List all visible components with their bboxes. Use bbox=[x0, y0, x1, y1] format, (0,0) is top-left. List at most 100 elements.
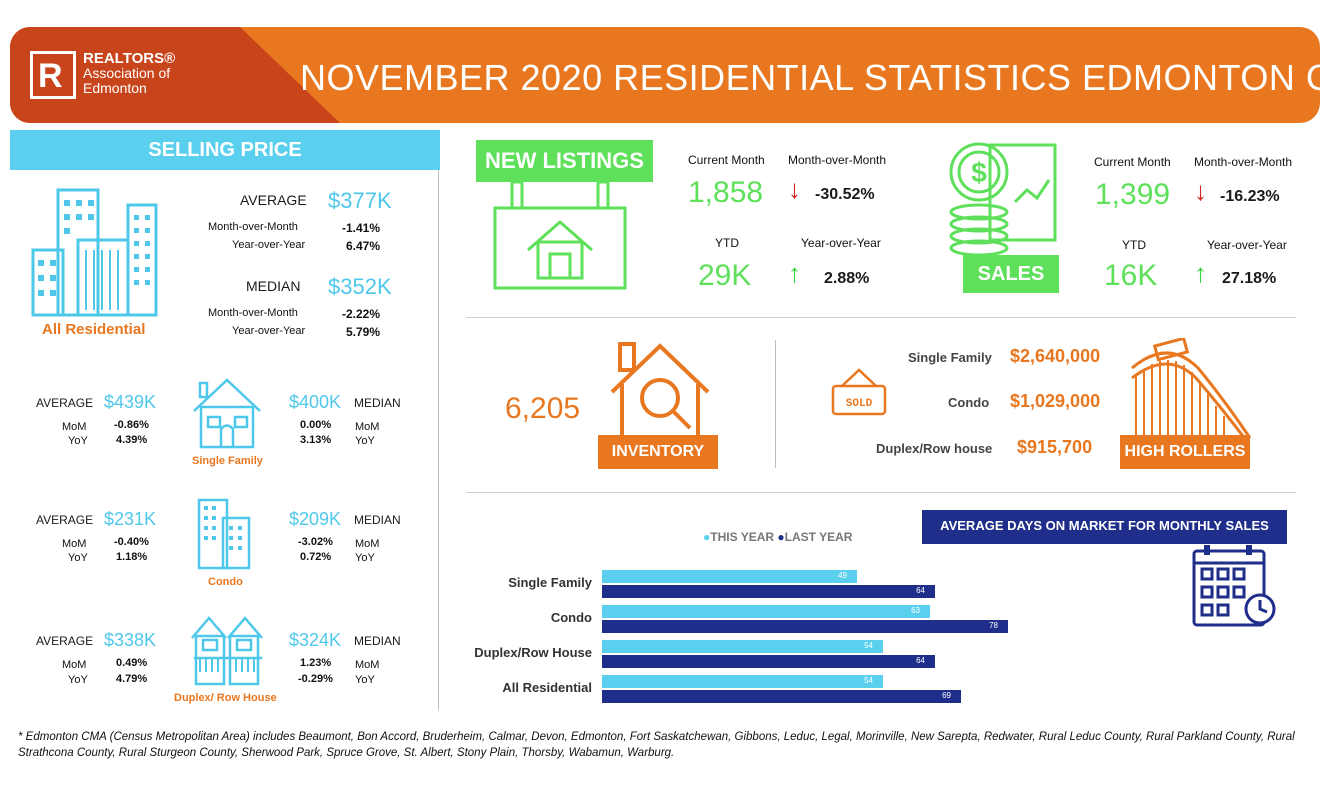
header-banner: R REALTORS® Association of Edmonton NOVE… bbox=[10, 27, 1320, 123]
nl-ytd-value: 29K bbox=[698, 259, 752, 292]
high-rollers-label: HIGH ROLLERS bbox=[1120, 435, 1250, 469]
condo-median-value: $209K bbox=[289, 509, 342, 529]
footnote: * Edmonton CMA (Census Metropolitan Area… bbox=[18, 731, 1295, 759]
legend-this-year: THIS YEAR bbox=[710, 530, 775, 544]
nl-mom-label: Month-over-Month bbox=[788, 153, 887, 167]
category-label: Duplex/Row House bbox=[474, 645, 592, 660]
avg-yoy-value: 6.47% bbox=[346, 239, 381, 253]
nl-yoy-value: 2.88% bbox=[824, 270, 870, 287]
bar-value-label: 64 bbox=[916, 656, 925, 665]
condo-average-label: AVERAGE bbox=[36, 513, 94, 527]
nl-ytd-label: YTD bbox=[715, 236, 739, 250]
all-residential-label: All Residential bbox=[42, 321, 146, 338]
median-label: MEDIAN bbox=[246, 278, 301, 294]
realtors-logo-icon: R bbox=[30, 51, 76, 99]
legend-dot-this-year: ● bbox=[703, 530, 711, 544]
condo-average-value: $231K bbox=[104, 509, 157, 529]
sf-med-yoy-label: YoY bbox=[355, 435, 375, 447]
duplex-house-icon bbox=[191, 616, 263, 686]
condo-building-icon bbox=[197, 498, 251, 570]
sales-yoy-label: Year-over-Year bbox=[1207, 238, 1287, 252]
sales-mom-value: -16.23% bbox=[1220, 188, 1280, 205]
bar-this-year: 63 bbox=[602, 605, 930, 618]
condo-avg-mom: -0.40% bbox=[114, 536, 149, 548]
arrow-up-icon: ↑ bbox=[788, 258, 801, 288]
divider bbox=[466, 317, 1296, 318]
duplex-avg-yoy: 4.79% bbox=[116, 673, 148, 685]
sf-label: Single Family bbox=[192, 455, 263, 467]
duplex-label: Duplex/ Row House bbox=[174, 692, 277, 704]
duplex-avg-mom: 0.49% bbox=[116, 657, 148, 669]
bar-value-label: 54 bbox=[864, 641, 873, 650]
sold-sign-icon: SOLD bbox=[831, 368, 887, 416]
duplex-med-yoy-label: YoY bbox=[355, 674, 375, 686]
sales-yoy-value: 27.18% bbox=[1222, 270, 1277, 287]
med-mom-label: Month-over-Month bbox=[208, 307, 298, 319]
arrow-down-icon: ↓ bbox=[788, 174, 801, 204]
average-value: $377K bbox=[328, 188, 392, 213]
nl-yoy-label: Year-over-Year bbox=[801, 236, 881, 250]
hr-condo-label: Condo bbox=[948, 395, 990, 410]
median-value: $352K bbox=[328, 274, 392, 299]
condo-avg-yoy: 1.18% bbox=[116, 551, 148, 563]
duplex-median-label: MEDIAN bbox=[354, 634, 401, 648]
med-yoy-value: 5.79% bbox=[346, 325, 381, 339]
bar-last-year: 64 bbox=[602, 585, 935, 598]
duplex-med-yoy: -0.29% bbox=[298, 673, 333, 685]
sales-ytd-value: 16K bbox=[1104, 259, 1158, 292]
category-label: Single Family bbox=[508, 575, 592, 590]
condo-med-mom: -3.02% bbox=[298, 536, 333, 548]
duplex-med-mom-label: MoM bbox=[355, 659, 380, 671]
sf-average-label: AVERAGE bbox=[36, 396, 94, 410]
selling-price-title: SELLING PRICE bbox=[10, 130, 440, 170]
legend-last-year: LAST YEAR bbox=[784, 530, 853, 544]
sales-mom-label: Month-over-Month bbox=[1194, 155, 1293, 169]
sf-avg-mom: -0.86% bbox=[114, 419, 149, 431]
legend-dot-last-year: ● bbox=[777, 530, 785, 544]
divider bbox=[438, 170, 439, 710]
duplex-mom-label: MoM bbox=[62, 659, 87, 671]
sf-avg-yoy: 4.39% bbox=[116, 434, 148, 446]
bar-value-label: 64 bbox=[916, 586, 925, 595]
listing-sign-icon bbox=[493, 180, 627, 290]
duplex-average-label: AVERAGE bbox=[36, 634, 94, 648]
inventory-value: 6,205 bbox=[505, 392, 581, 425]
avg-mom-value: -1.41% bbox=[342, 221, 381, 235]
duplex-median-value: $324K bbox=[289, 630, 342, 650]
bar-value-label: 78 bbox=[989, 621, 998, 630]
condo-med-yoy-label: YoY bbox=[355, 552, 375, 564]
hr-sf-label: Single Family bbox=[908, 350, 992, 365]
sf-med-mom-label: MoM bbox=[355, 421, 380, 433]
nl-current-value: 1,858 bbox=[688, 176, 764, 209]
calendar-clock-icon bbox=[1192, 545, 1276, 627]
duplex-med-mom: 1.23% bbox=[300, 657, 332, 669]
hr-duplex-label: Duplex/Row house bbox=[876, 441, 993, 456]
bar-this-year: 49 bbox=[602, 570, 857, 583]
sf-med-yoy: 3.13% bbox=[300, 434, 332, 446]
divider bbox=[775, 340, 776, 468]
house-magnifier-icon bbox=[610, 342, 710, 440]
page-title: NOVEMBER 2020 RESIDENTIAL STATISTICS EDM… bbox=[300, 57, 1320, 98]
bar-value-label: 54 bbox=[864, 676, 873, 685]
svg-text:SOLD: SOLD bbox=[846, 398, 873, 410]
bar-value-label: 63 bbox=[911, 606, 920, 615]
condo-med-mom-label: MoM bbox=[355, 538, 380, 550]
bar-value-label: 49 bbox=[838, 571, 847, 580]
average-label: AVERAGE bbox=[240, 192, 307, 208]
arrow-down-icon: ↓ bbox=[1194, 176, 1207, 206]
duplex-average-value: $338K bbox=[104, 630, 157, 650]
roller-coaster-icon bbox=[1131, 338, 1252, 442]
sf-median-value: $400K bbox=[289, 392, 342, 412]
bar-last-year: 78 bbox=[602, 620, 1008, 633]
sf-average-value: $439K bbox=[104, 392, 157, 412]
sales-current-label: Current Month bbox=[1094, 155, 1171, 169]
bar-this-year: 54 bbox=[602, 640, 883, 653]
bar-this-year: 54 bbox=[602, 675, 883, 688]
med-mom-value: -2.22% bbox=[342, 307, 381, 321]
single-family-house-icon bbox=[193, 378, 261, 449]
category-label: All Residential bbox=[502, 680, 592, 695]
bar-value-label: 69 bbox=[942, 691, 951, 700]
bar-last-year: 64 bbox=[602, 655, 935, 668]
hr-duplex-price: $915,700 bbox=[1017, 437, 1093, 457]
sales-current-value: 1,399 bbox=[1095, 178, 1171, 211]
